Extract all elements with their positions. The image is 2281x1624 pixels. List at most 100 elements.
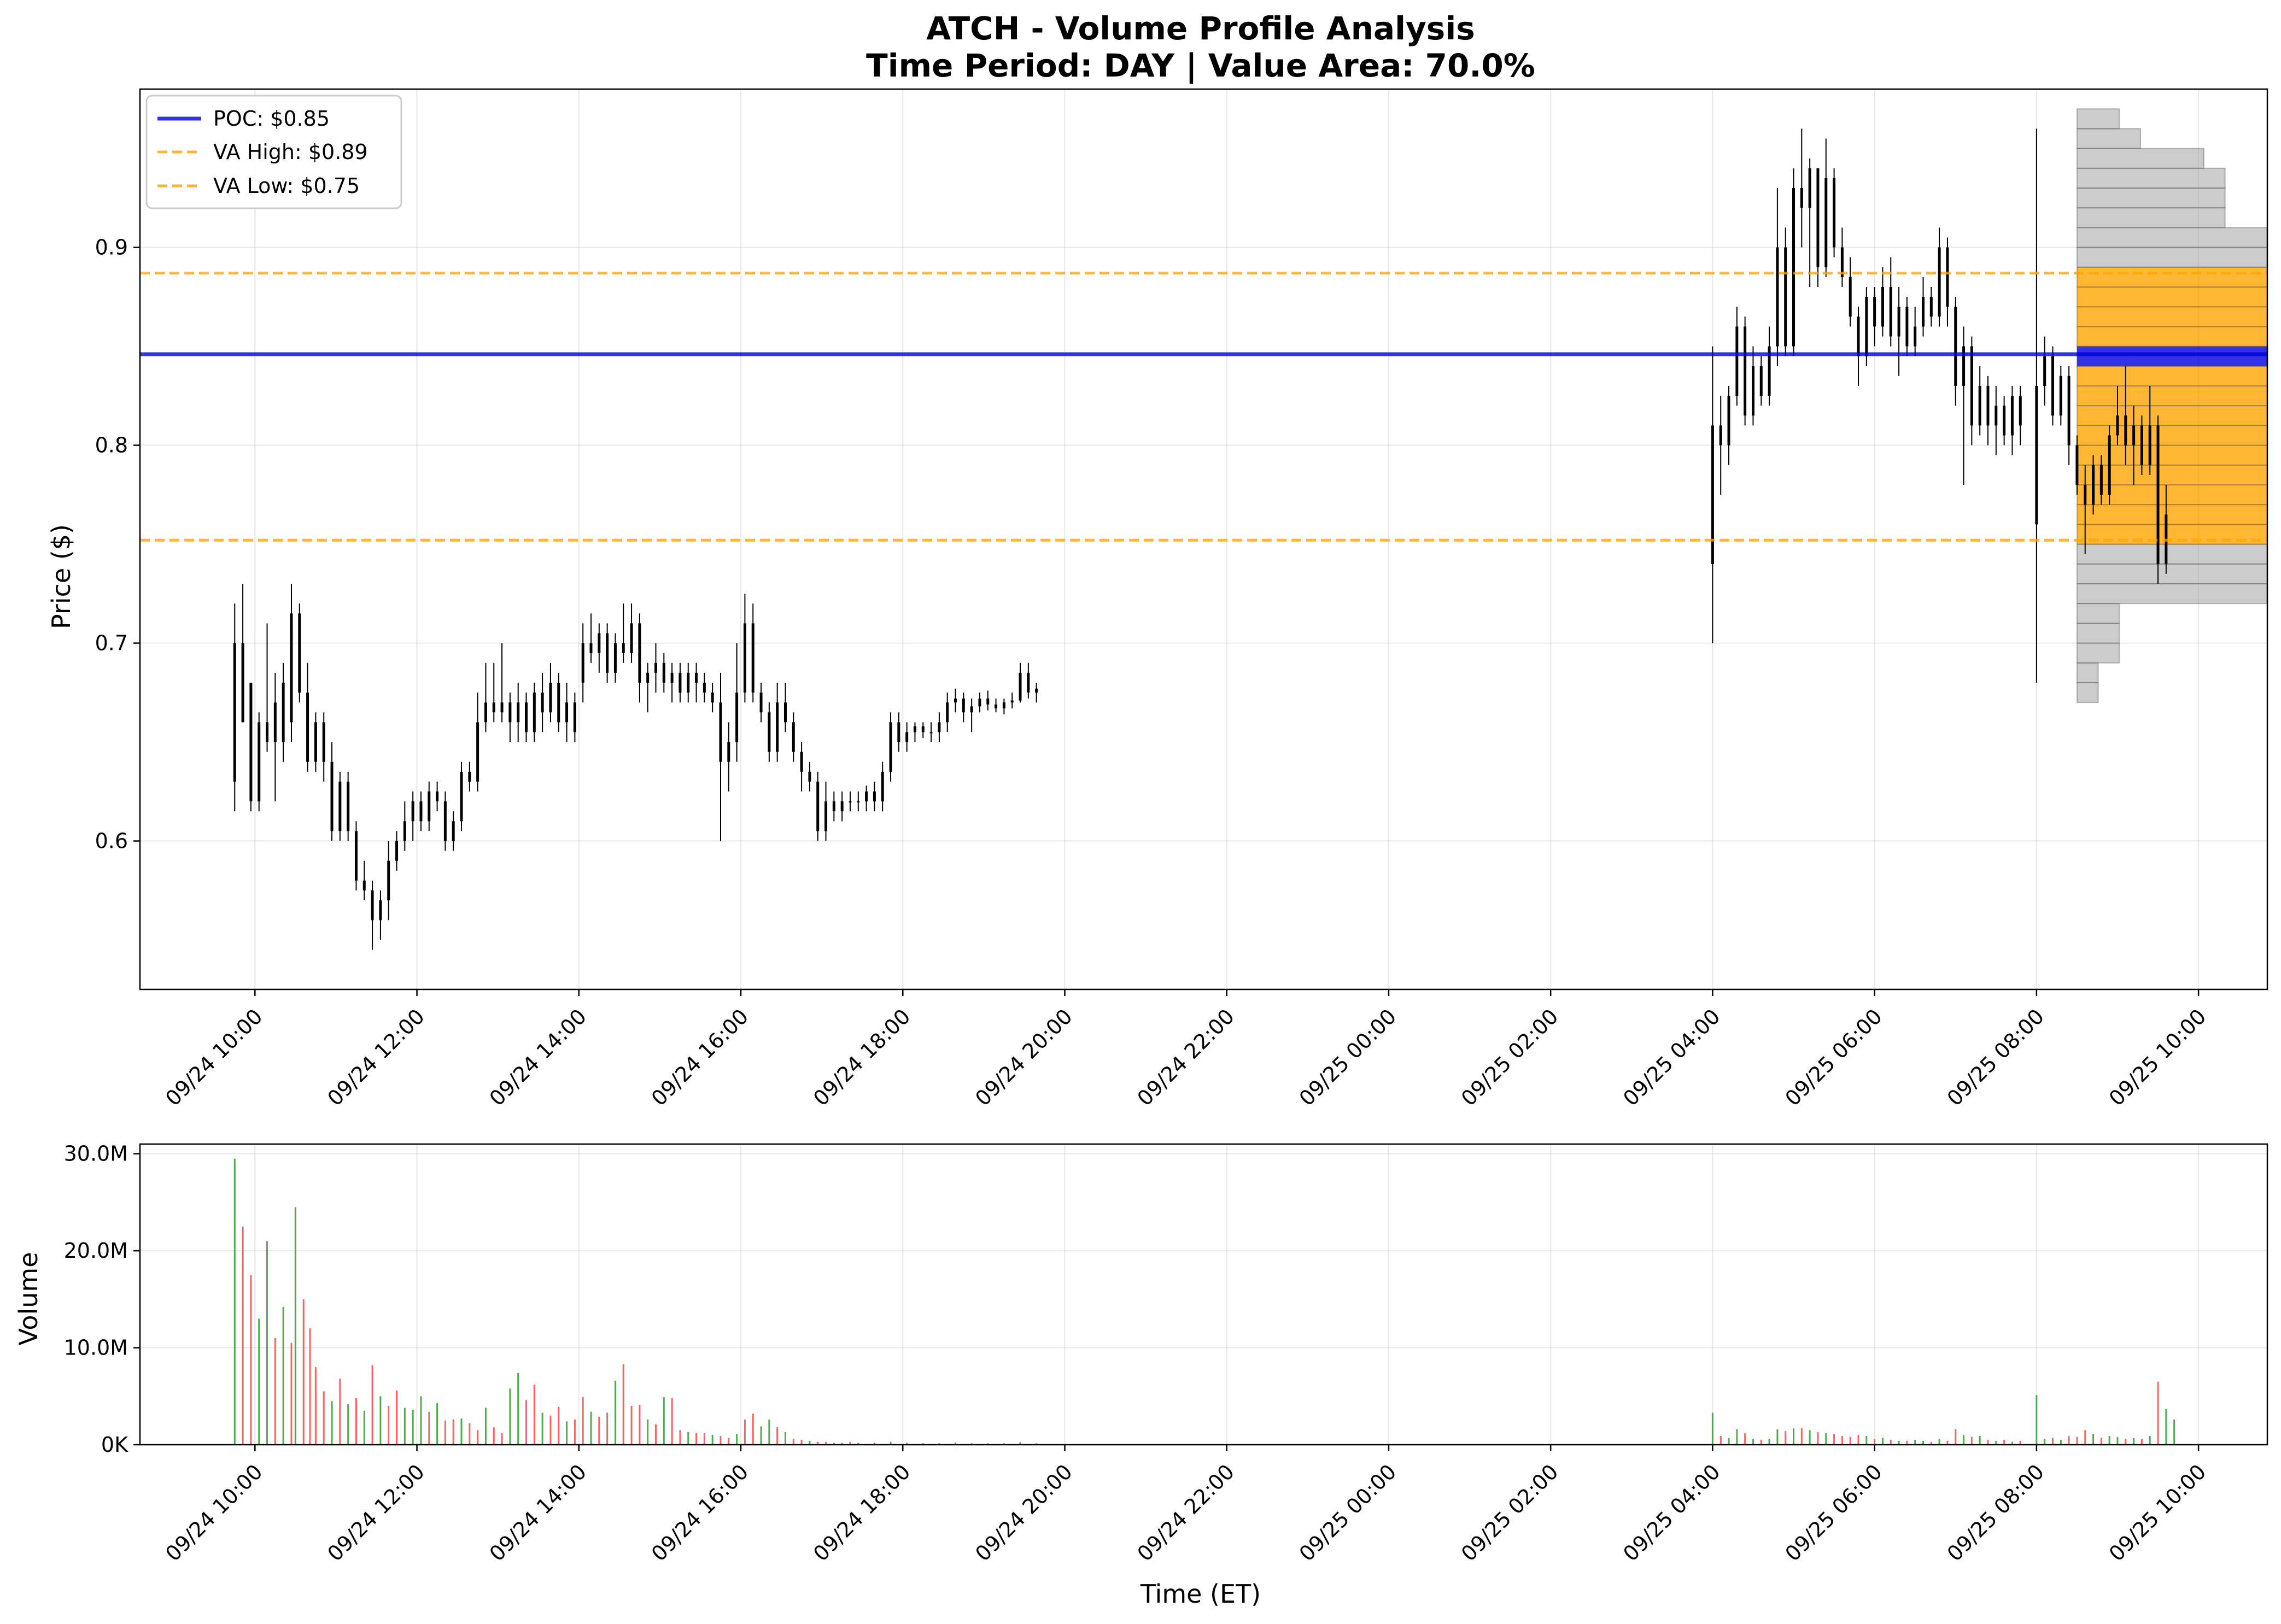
candle-body [1978, 385, 1981, 426]
price-x-tick-label: 09/25 06:00 [1780, 1004, 1887, 1111]
candle-body [978, 698, 981, 707]
volume-bar [630, 1406, 633, 1445]
volume-y-axis-label: Volume [14, 1252, 43, 1345]
volume-y-tick-label: 20.0M [64, 1239, 128, 1263]
profile-bar-value-area [2076, 326, 2268, 347]
profile-bar-value-area [2076, 484, 2268, 506]
volume-bar [1841, 1436, 1843, 1445]
price-x-tick-label: 09/25 10:00 [2104, 1004, 2211, 1111]
price-x-tick-label: 09/24 18:00 [809, 1004, 915, 1111]
volume-bar [663, 1397, 665, 1445]
volume-bar [2165, 1409, 2167, 1445]
legend-poc-label: POC: $0.85 [213, 107, 330, 131]
candle-body [913, 726, 916, 732]
volume-bar [250, 1275, 252, 1445]
volume-bar [622, 1364, 624, 1445]
volume-bar [800, 1440, 803, 1445]
volume-bar [294, 1207, 296, 1445]
candle-body [492, 702, 495, 713]
volume-bar [339, 1379, 341, 1445]
candle-body [929, 732, 933, 734]
volume-bar [541, 1412, 543, 1445]
volume-bar [1963, 1435, 1965, 1445]
price-y-tick-label: 0.7 [95, 631, 128, 655]
volume-bar [760, 1426, 762, 1445]
candle-body [2035, 385, 2038, 525]
candle-body [857, 801, 860, 803]
price-x-tick-label: 09/24 14:00 [485, 1004, 592, 1111]
candle-body [865, 792, 868, 802]
volume-bar [403, 1408, 406, 1445]
profile-bar [2076, 623, 2120, 644]
volume-bar [841, 1443, 843, 1445]
candle-body [443, 801, 447, 841]
candle-body [1768, 346, 1771, 396]
volume-bar [695, 1433, 698, 1445]
volume-bar [687, 1432, 689, 1445]
volume-bar [1719, 1436, 1722, 1445]
candle-body [549, 682, 552, 713]
volume-bar [469, 1423, 471, 1445]
candle-body [233, 643, 236, 782]
candle-body [1719, 425, 1722, 445]
volume-bar [1776, 1429, 1779, 1445]
candle-body [403, 821, 406, 841]
volume-bar [1036, 1443, 1038, 1445]
volume-bar [549, 1415, 552, 1445]
candle-body [613, 643, 617, 673]
candle-body [371, 890, 374, 921]
profile-bar [2076, 662, 2099, 683]
volume-bar [1809, 1430, 1811, 1445]
candle-body [1881, 286, 1884, 327]
volume-bar [484, 1408, 487, 1445]
volume-bar [566, 1421, 568, 1445]
candle-body [249, 682, 253, 802]
volume-bar [2149, 1436, 2151, 1445]
candle-body [897, 722, 900, 742]
candle-body [598, 633, 601, 653]
candle-body [290, 613, 293, 723]
legend-va-high-label: VA High: $0.89 [213, 140, 368, 164]
volume-bar [744, 1419, 746, 1445]
volume-bar [792, 1439, 794, 1445]
profile-bar-value-area [2076, 306, 2268, 327]
candle-body [2051, 356, 2054, 416]
volume-bar [647, 1419, 649, 1445]
candle-body [1905, 307, 1909, 347]
volume-bar [639, 1405, 641, 1445]
candle-body [500, 702, 504, 713]
volume-bar [314, 1367, 317, 1445]
profile-bar [2076, 187, 2226, 209]
candle-body [905, 732, 909, 742]
candle-body [630, 623, 633, 653]
candle-body [338, 781, 342, 831]
price-x-tick-label: 09/24 16:00 [647, 1004, 753, 1111]
volume-bar [2036, 1395, 2038, 1445]
profile-bar [2076, 543, 2268, 565]
candle-body [2148, 425, 2151, 465]
volume-bar [1898, 1440, 1900, 1445]
profile-bar [2076, 247, 2268, 268]
volume-bar [558, 1406, 560, 1445]
candle-body [2132, 425, 2136, 445]
profile-bar-value-area [2076, 286, 2268, 308]
volume-bar [711, 1435, 713, 1445]
profile-bar [2076, 128, 2141, 149]
volume-bar [1752, 1439, 1754, 1445]
candle-body [2092, 465, 2095, 505]
candle-body [783, 702, 787, 723]
volume-bar [970, 1443, 973, 1445]
volume-bar [728, 1438, 730, 1445]
candle-body [2099, 465, 2103, 495]
volume-plot-frame [139, 1143, 2268, 1446]
profile-bar [2076, 207, 2226, 228]
candle-body [362, 880, 366, 891]
candle-body [662, 663, 665, 683]
volume-bar [379, 1396, 382, 1445]
candle-body [436, 792, 439, 802]
legend-va-low-label: VA Low: $0.75 [213, 174, 360, 198]
price-x-tick-label: 09/24 22:00 [1133, 1004, 1239, 1111]
candle-body [379, 900, 382, 921]
candle-body [395, 841, 399, 861]
volume-bar [614, 1380, 616, 1445]
